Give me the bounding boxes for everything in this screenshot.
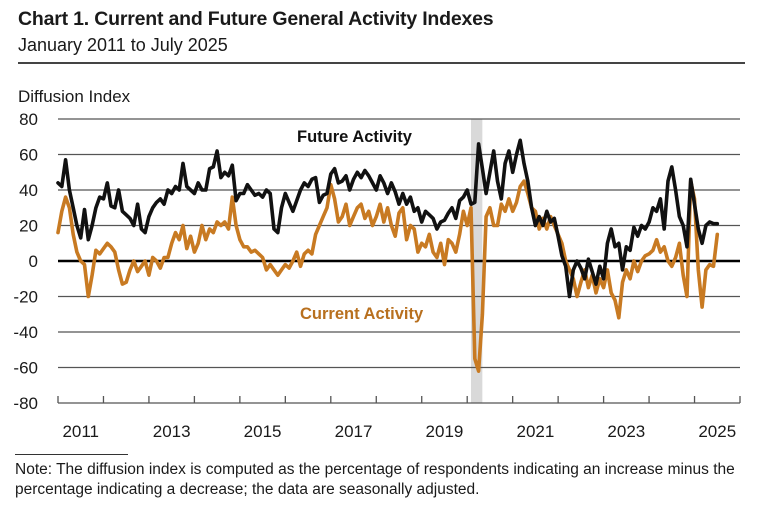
y-tick-label: -60 bbox=[13, 359, 38, 378]
header-divider bbox=[18, 62, 745, 64]
x-tick-label: 2021 bbox=[516, 422, 554, 441]
current-activity-label: Current Activity bbox=[300, 305, 424, 323]
future-activity-line bbox=[56, 138, 720, 299]
y-tick-label: -20 bbox=[13, 288, 38, 307]
x-tick-label: 2011 bbox=[62, 422, 99, 441]
chart-note: Note: The diffusion index is computed as… bbox=[15, 461, 735, 498]
y-tick-label: 60 bbox=[19, 146, 38, 165]
future-activity-label: Future Activity bbox=[297, 128, 413, 146]
y-tick-label: 40 bbox=[19, 181, 38, 200]
y-tick-label: 80 bbox=[19, 110, 38, 129]
chart-title: Chart 1. Current and Future General Acti… bbox=[18, 8, 494, 30]
y-axis-title: Diffusion Index bbox=[18, 87, 131, 106]
y-tick-label: 20 bbox=[19, 217, 38, 236]
x-tick-label: 2015 bbox=[244, 422, 282, 441]
x-tick-label: 2023 bbox=[607, 422, 645, 441]
y-tick-label: -40 bbox=[13, 323, 38, 342]
y-tick-label: 0 bbox=[29, 252, 38, 271]
note-divider bbox=[15, 454, 128, 455]
current-activity-line bbox=[56, 179, 720, 373]
y-tick-label: -80 bbox=[13, 394, 38, 413]
x-tick-label: 2013 bbox=[153, 422, 191, 441]
x-tick-label: 2019 bbox=[426, 422, 464, 441]
chart-subtitle: January 2011 to July 2025 bbox=[18, 35, 228, 55]
x-tick-label: 2025 bbox=[698, 422, 736, 441]
x-tick-label: 2017 bbox=[335, 422, 373, 441]
